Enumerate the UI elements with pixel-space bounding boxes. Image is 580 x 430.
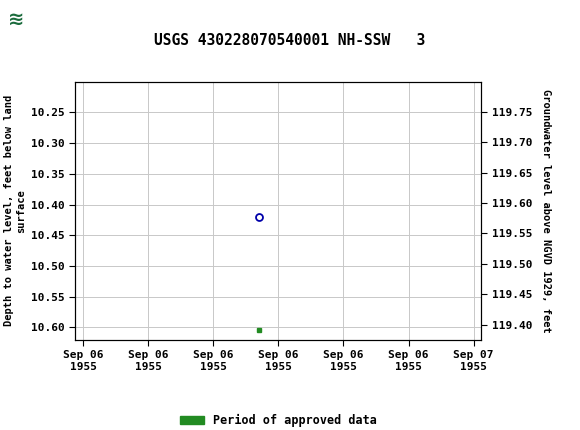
Legend: Period of approved data: Period of approved data	[175, 409, 382, 430]
Y-axis label: Depth to water level, feet below land
surface: Depth to water level, feet below land su…	[4, 95, 26, 326]
Text: ≋: ≋	[8, 10, 24, 29]
Text: USGS 430228070540001 NH-SSW   3: USGS 430228070540001 NH-SSW 3	[154, 34, 426, 48]
Y-axis label: Groundwater level above NGVD 1929, feet: Groundwater level above NGVD 1929, feet	[541, 89, 550, 332]
Text: USGS: USGS	[67, 10, 122, 28]
FancyBboxPatch shape	[5, 3, 60, 37]
